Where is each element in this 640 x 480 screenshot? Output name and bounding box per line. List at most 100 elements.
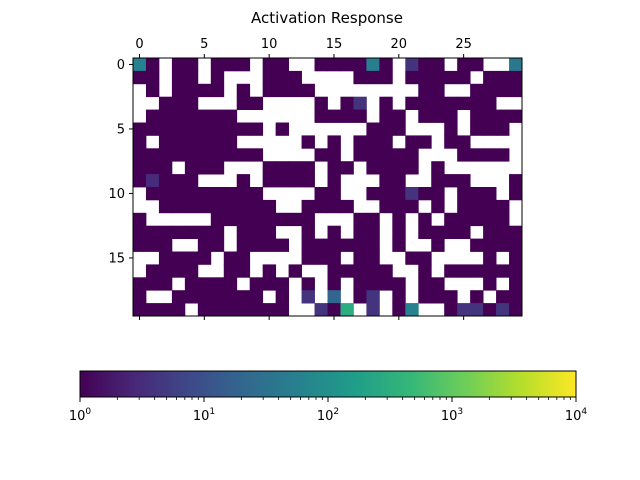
heatmap-cell (223, 212, 238, 227)
heatmap-cell (353, 238, 367, 252)
heatmap-cell (133, 135, 147, 149)
heatmap-cell (327, 135, 341, 149)
heatmap-cell (275, 174, 289, 188)
heatmap-cell (210, 303, 225, 317)
colorbar-ticks: 100 101 102 103 104 (69, 397, 588, 424)
heatmap-cell (145, 264, 160, 278)
heatmap-cell (509, 174, 523, 188)
heatmap-cell (509, 187, 523, 201)
heatmap-cell (145, 70, 160, 85)
heatmap-cell (366, 251, 380, 265)
heatmap-cell (340, 303, 354, 317)
heatmap-cell (171, 148, 186, 162)
heatmap-cell (470, 58, 484, 72)
heatmap-cell (314, 199, 328, 214)
heatmap-cell (483, 264, 497, 278)
heatmap-cell (145, 277, 160, 291)
heatmap-cell (158, 277, 173, 291)
colorbar-tick-label: 103 (441, 407, 463, 424)
heatmap-cell (392, 187, 406, 201)
heatmap-cell (392, 148, 406, 162)
heatmap-cell (249, 225, 264, 239)
heatmap-cell (158, 135, 173, 149)
heatmap-cell (184, 122, 199, 136)
heatmap-cell (184, 174, 199, 188)
heatmap-cell (314, 58, 328, 72)
heatmap-cell (184, 161, 199, 175)
heatmap-cell (379, 109, 393, 123)
heatmap-cell (171, 199, 186, 214)
heatmap-cell (379, 264, 393, 278)
heatmap-cell (171, 122, 186, 136)
heatmap-cell (275, 303, 289, 317)
heatmap-cell (184, 135, 199, 149)
heatmap-cell (184, 83, 199, 98)
heatmap-cell (249, 187, 264, 201)
heatmap-cell (327, 264, 341, 278)
heatmap-cell (275, 277, 289, 291)
heatmap-cell (262, 174, 277, 188)
heatmap-cell (184, 290, 199, 304)
heatmap-cell (353, 212, 367, 227)
heatmap-cell (301, 290, 315, 304)
heatmap-cell (236, 199, 251, 214)
heatmap-cell (353, 277, 367, 291)
heatmap-cell (379, 70, 393, 85)
heatmap-cell (301, 212, 315, 227)
heatmap-cell (483, 96, 497, 110)
heatmap-cell (133, 70, 147, 85)
heatmap-cell (496, 148, 510, 162)
heatmap-cell (470, 264, 484, 278)
heatmap-cell (392, 303, 406, 317)
heatmap-cell (210, 58, 225, 72)
heatmap-cell (133, 290, 147, 304)
heatmap-cell (444, 122, 458, 136)
heatmap-cell (301, 83, 315, 98)
heatmap-cell (171, 96, 186, 110)
heatmap-cell (171, 58, 186, 72)
heatmap-cell (366, 290, 380, 304)
heatmap-cell (145, 225, 160, 239)
heatmap-cell (223, 290, 238, 304)
heatmap-cell (249, 148, 264, 162)
heatmap-cell (496, 303, 510, 317)
colorbar-tick-label: 104 (565, 407, 588, 424)
heatmap-cell (483, 303, 497, 317)
heatmap-cell (262, 161, 277, 175)
heatmap-cell (509, 109, 523, 123)
heatmap-cell (262, 225, 277, 239)
heatmap-cell (133, 277, 147, 291)
heatmap-cell (223, 58, 238, 72)
heatmap-cell (340, 58, 354, 72)
heatmap-cell (197, 238, 212, 252)
heatmap-cell (158, 96, 173, 110)
heatmap-cell (444, 303, 458, 317)
heatmap-cell (509, 70, 523, 85)
heatmap-cell (496, 199, 510, 214)
heatmap-cell (509, 277, 523, 291)
heatmap-cell (457, 174, 471, 188)
colorbar-tick-label: 102 (317, 407, 339, 424)
heatmap-cell (353, 70, 367, 85)
heatmap-cell (236, 96, 251, 110)
heatmap-cell (197, 109, 212, 123)
heatmap-cell (470, 122, 484, 136)
heatmap-cell (301, 161, 315, 175)
heatmap-cell (431, 83, 445, 98)
heatmap-cell (418, 187, 432, 201)
heatmap-cell (223, 251, 238, 265)
heatmap-cell (431, 161, 445, 175)
heatmap-cell (171, 109, 186, 123)
heatmap-cell (249, 96, 264, 110)
heatmap-cell (133, 303, 147, 317)
heatmap-cell (288, 83, 302, 98)
heatmap-cell (366, 238, 380, 252)
heatmap-cell (457, 225, 471, 239)
x-tick-label: 10 (261, 37, 278, 52)
heatmap-cell (275, 212, 289, 227)
heatmap-cell (405, 199, 419, 214)
heatmap-cell (288, 161, 302, 175)
x-tick-label: 5 (200, 37, 208, 52)
heatmap-cell (158, 225, 173, 239)
heatmap-cell (249, 277, 264, 291)
